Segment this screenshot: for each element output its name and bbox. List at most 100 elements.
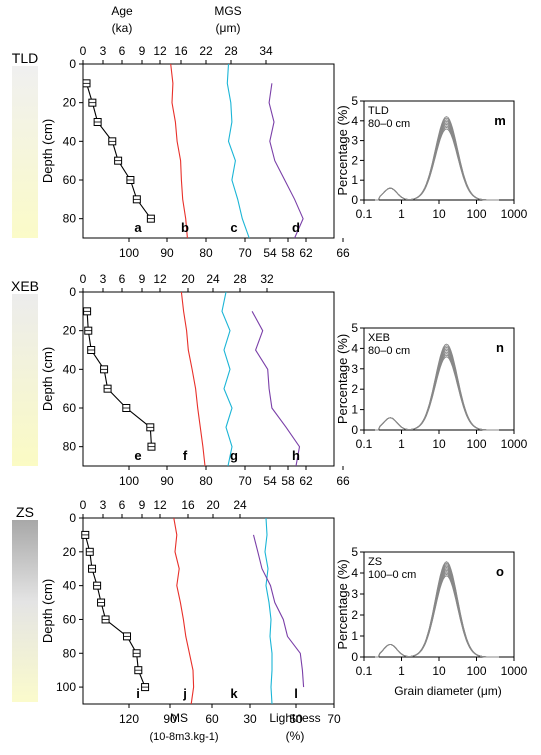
depth-tick-label: 60 [63,612,77,626]
psd-x-tick-label: 0.1 [356,664,373,678]
top-tick-label: 3 [100,498,107,512]
top-tick-label: 20 [181,272,195,286]
lightness-curve [252,534,305,688]
bottom-tick-label: 54 [263,246,277,260]
psd-y-tick-label: 0 [351,193,358,207]
psd-depth-range: 100–0 cm [368,569,416,581]
depth-tick-label: 40 [63,362,77,376]
bottom-tick-label: 90 [160,246,174,260]
bottom-tick-label: 50 [289,712,303,726]
psd-y-tick-label: 4 [351,341,358,355]
bottom-tick-label: 120 [119,712,139,726]
panel-letter: h [292,448,300,463]
psd-curve [375,117,499,201]
psd-curve [375,348,499,431]
psd-curve [375,561,499,658]
bottom-tick-label: 66 [336,246,350,260]
age-curve [86,311,153,447]
psd-x-tick-label: 100 [466,437,486,451]
psd-x-tick-label: 0.1 [356,437,373,451]
plot-frame [82,63,335,239]
top-tick-label: 12 [153,498,167,512]
psd-y-tick-label: 2 [351,153,358,167]
top-tick-label: 28 [233,272,247,286]
psd-x-tick-label: 1000 [501,207,528,221]
psd-x-tick-label: 1000 [501,664,528,678]
psd-y-axis-title: Percentage (%) [335,105,350,195]
bottom-tick-label: 62 [299,474,313,488]
panel-letter: d [292,220,300,235]
psd-curve [375,349,499,431]
site-label: XEB [11,278,39,294]
psd-curve [375,351,499,431]
depth-tick-label: 20 [63,324,77,338]
psd-curve [375,343,499,431]
bottom-tick-label: 62 [299,246,313,260]
ms-axis-title: MS [170,711,188,725]
psd-y-tick-label: 5 [351,321,358,335]
psd-curve [375,116,499,201]
psd-site-label: XEB [368,332,390,344]
panel-letter: n [496,340,504,355]
psd-y-tick-label: 5 [351,545,358,559]
top-tick-label: 28 [224,44,238,58]
top-tick-label: 16 [174,44,188,58]
depth-tick-label: 0 [69,285,76,299]
psd-y-tick-label: 3 [351,134,358,148]
panel-letter: i [136,686,140,701]
top-tick-label: 0 [80,272,87,286]
depth-tick-label: 80 [63,440,77,454]
psd-x-tick-label: 10 [432,437,446,451]
psd-x-tick-label: 1 [398,437,405,451]
depth-tick-label: 20 [63,96,77,110]
top-tick-label: 6 [119,272,126,286]
panel-letter: o [496,564,504,579]
psd-x-tick-label: 100 [466,207,486,221]
depth-tick-label: 100 [56,680,76,694]
psd-curve [375,119,499,201]
age-axis-unit: (ka) [112,21,133,35]
psd-x-tick-label: 1000 [501,437,528,451]
mgs-curve [170,63,188,239]
mgs-axis-title: MGS [214,4,241,18]
top-tick-label: 22 [199,44,213,58]
xeb-color-strip [12,294,38,466]
psd-curve [375,573,499,658]
depth-tick-label: 0 [69,57,76,71]
psd-curve [375,120,499,201]
lightness-axis-unit: (%) [286,729,305,743]
top-tick-label: 9 [139,44,146,58]
psd-y-tick-label: 4 [351,566,358,580]
top-tick-label: 16 [181,498,195,512]
psd-site-label: TLD [368,105,389,117]
psd-y-tick-label: 3 [351,362,358,376]
lightness-curve [251,311,301,467]
age-axis-title: Age [111,4,133,18]
depth-axis-title: Depth (cm) [40,347,55,411]
psd-y-tick-label: 3 [351,587,358,601]
top-tick-label: 6 [119,44,126,58]
mgs-curve [180,291,206,467]
bottom-tick-label: 58 [281,246,295,260]
bottom-tick-label: 70 [327,712,341,726]
psd-y-tick-label: 4 [351,114,358,128]
top-tick-label: 6 [119,498,126,512]
psd-y-tick-label: 1 [351,403,358,417]
depth-tick-label: 80 [63,646,77,660]
zs-color-strip [12,520,38,702]
bottom-tick-label: 70 [238,474,252,488]
bottom-tick-label: 100 [119,474,139,488]
psd-curve [375,345,499,431]
psd-depth-range: 80–0 cm [368,118,410,130]
psd-x-tick-label: 10 [432,664,446,678]
top-tick-label: 34 [259,44,273,58]
bottom-tick-label: 58 [281,474,295,488]
ms-curve [226,63,250,239]
psd-y-tick-label: 2 [351,608,358,622]
psd-x-tick-label: 1 [398,207,405,221]
psd-curve [375,126,499,201]
psd-curve [375,122,499,201]
psd-x-tick-label: 1 [398,664,405,678]
panel-letter: g [230,448,238,463]
panel-letter: f [183,448,188,463]
